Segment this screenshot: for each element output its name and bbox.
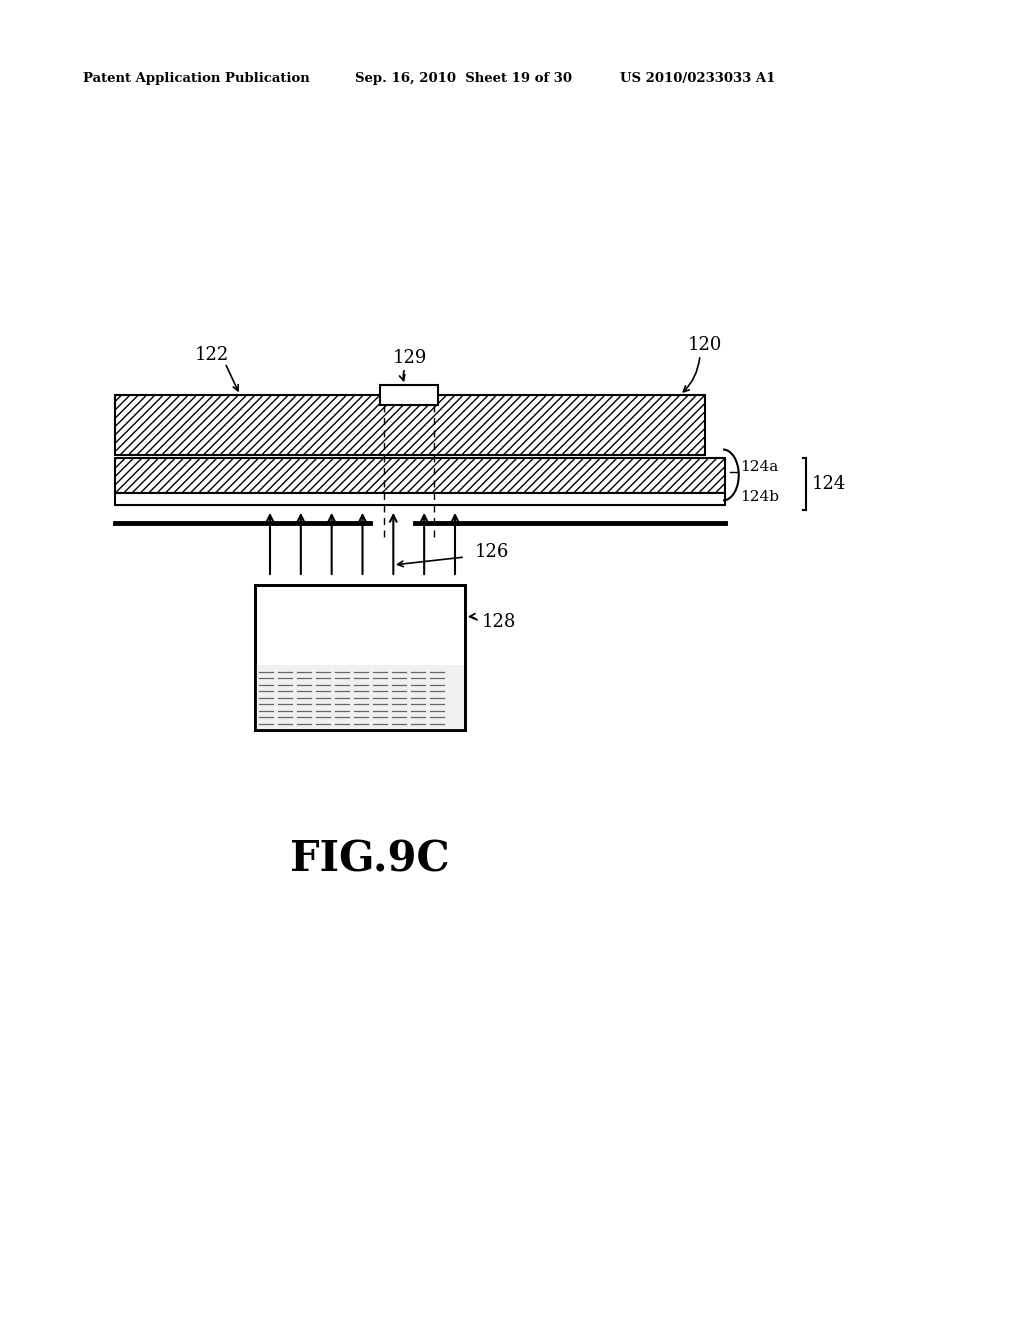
Bar bbox=[115, 395, 705, 455]
Bar bbox=[115, 492, 725, 506]
Text: 124a: 124a bbox=[740, 459, 778, 474]
Text: Patent Application Publication: Patent Application Publication bbox=[83, 73, 309, 84]
Text: FIG.9C: FIG.9C bbox=[290, 840, 450, 880]
Text: 129: 129 bbox=[393, 348, 427, 367]
Text: US 2010/0233033 A1: US 2010/0233033 A1 bbox=[620, 73, 775, 84]
Bar bbox=[255, 585, 465, 730]
Text: 128: 128 bbox=[482, 612, 516, 631]
Bar bbox=[255, 585, 465, 730]
Bar bbox=[380, 385, 438, 405]
Bar bbox=[115, 395, 705, 455]
Bar bbox=[115, 458, 725, 492]
Text: 124b: 124b bbox=[740, 490, 779, 504]
Text: 122: 122 bbox=[195, 346, 229, 364]
Bar bbox=[115, 458, 725, 492]
Text: 120: 120 bbox=[688, 337, 722, 354]
Bar bbox=[256, 665, 464, 730]
Text: 124: 124 bbox=[812, 475, 846, 492]
Text: Sep. 16, 2010  Sheet 19 of 30: Sep. 16, 2010 Sheet 19 of 30 bbox=[355, 73, 572, 84]
Text: 126: 126 bbox=[475, 543, 509, 561]
